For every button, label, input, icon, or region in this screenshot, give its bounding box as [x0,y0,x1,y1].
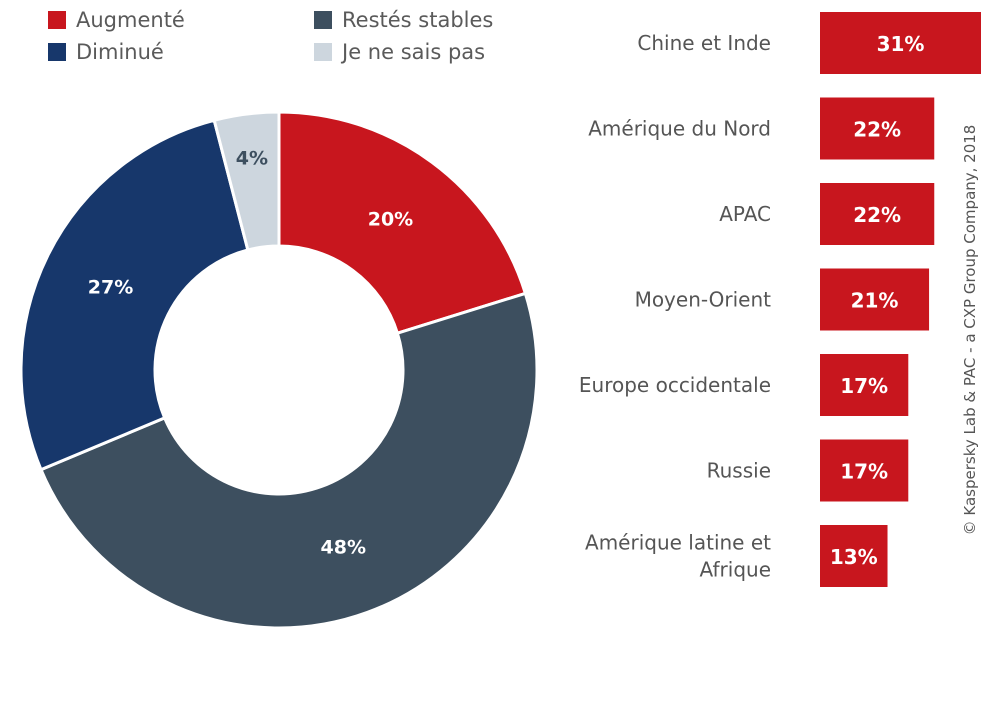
legend-label-augmente: Augmenté [76,8,185,32]
bar-value-chine-et-inde: 31% [877,32,925,56]
donut-label-restes-stables: 48% [321,537,366,559]
bar-amerique-latine-et-afrique [820,525,888,587]
category-label-russie: Russie [707,459,771,483]
donut-label-je-ne-sais-pas: 4% [236,148,268,170]
bar-value-moyen-orient: 21% [851,289,899,313]
category-label-amerique-latine-et-afrique: Amérique latine et Afrique [585,531,771,582]
legend-swatch-augmente [48,11,66,29]
legend-label-diminue: Diminué [76,40,164,64]
bar-moyen-orient [820,268,930,331]
bar-apac [820,183,935,245]
bar-europe-occidentale [820,354,909,416]
legend-label-restes-stables: Restés stables [342,8,493,32]
bar-value-europe-occidentale: 17% [840,374,888,398]
donut-slice-restes-stables [39,291,539,630]
donut-slice-je-ne-sais-pas [212,110,281,252]
bar-russie [820,439,909,502]
legend-swatch-restes-stables [314,11,332,29]
donut-label-augmente: 20% [368,209,413,231]
category-label-chine-et-inde: Chine et Inde [637,31,771,55]
bar-chine-et-inde [820,12,981,74]
donut-slice-diminue [19,118,250,472]
bar-value-amerique-latine-et-afrique: 13% [830,545,878,569]
category-label-moyen-orient: Moyen-Orient [635,288,772,312]
donut-chart: 20% 48% 27% 4% [19,110,539,630]
donut-slice-augmente [277,110,528,336]
bar-value-apac: 22% [853,203,901,227]
donut-label-diminue: 27% [88,277,133,299]
legend-label-je-ne-sais-pas: Je ne sais pas [340,40,485,64]
category-label-europe-occidentale: Europe occidentale [579,373,771,397]
legend-swatch-diminue [48,43,66,61]
bar-value-amerique-du-nord: 22% [853,118,901,142]
bar-value-russie: 17% [840,460,888,484]
bar-amerique-du-nord [820,97,935,160]
region-bar-chart: 31% Chine et Inde 22% Amérique du Nord 22% AP… [579,12,981,587]
category-label-amerique-du-nord: Amérique du Nord [588,117,771,141]
legend-swatch-je-ne-sais-pas [314,43,332,61]
copyright-text: © Kaspersky Lab & PAC - a CXP Group Comp… [961,125,979,536]
category-label-apac: APAC [719,202,771,226]
donut-legend: Augmenté Diminué Restés stables Je ne sais … [48,8,493,64]
